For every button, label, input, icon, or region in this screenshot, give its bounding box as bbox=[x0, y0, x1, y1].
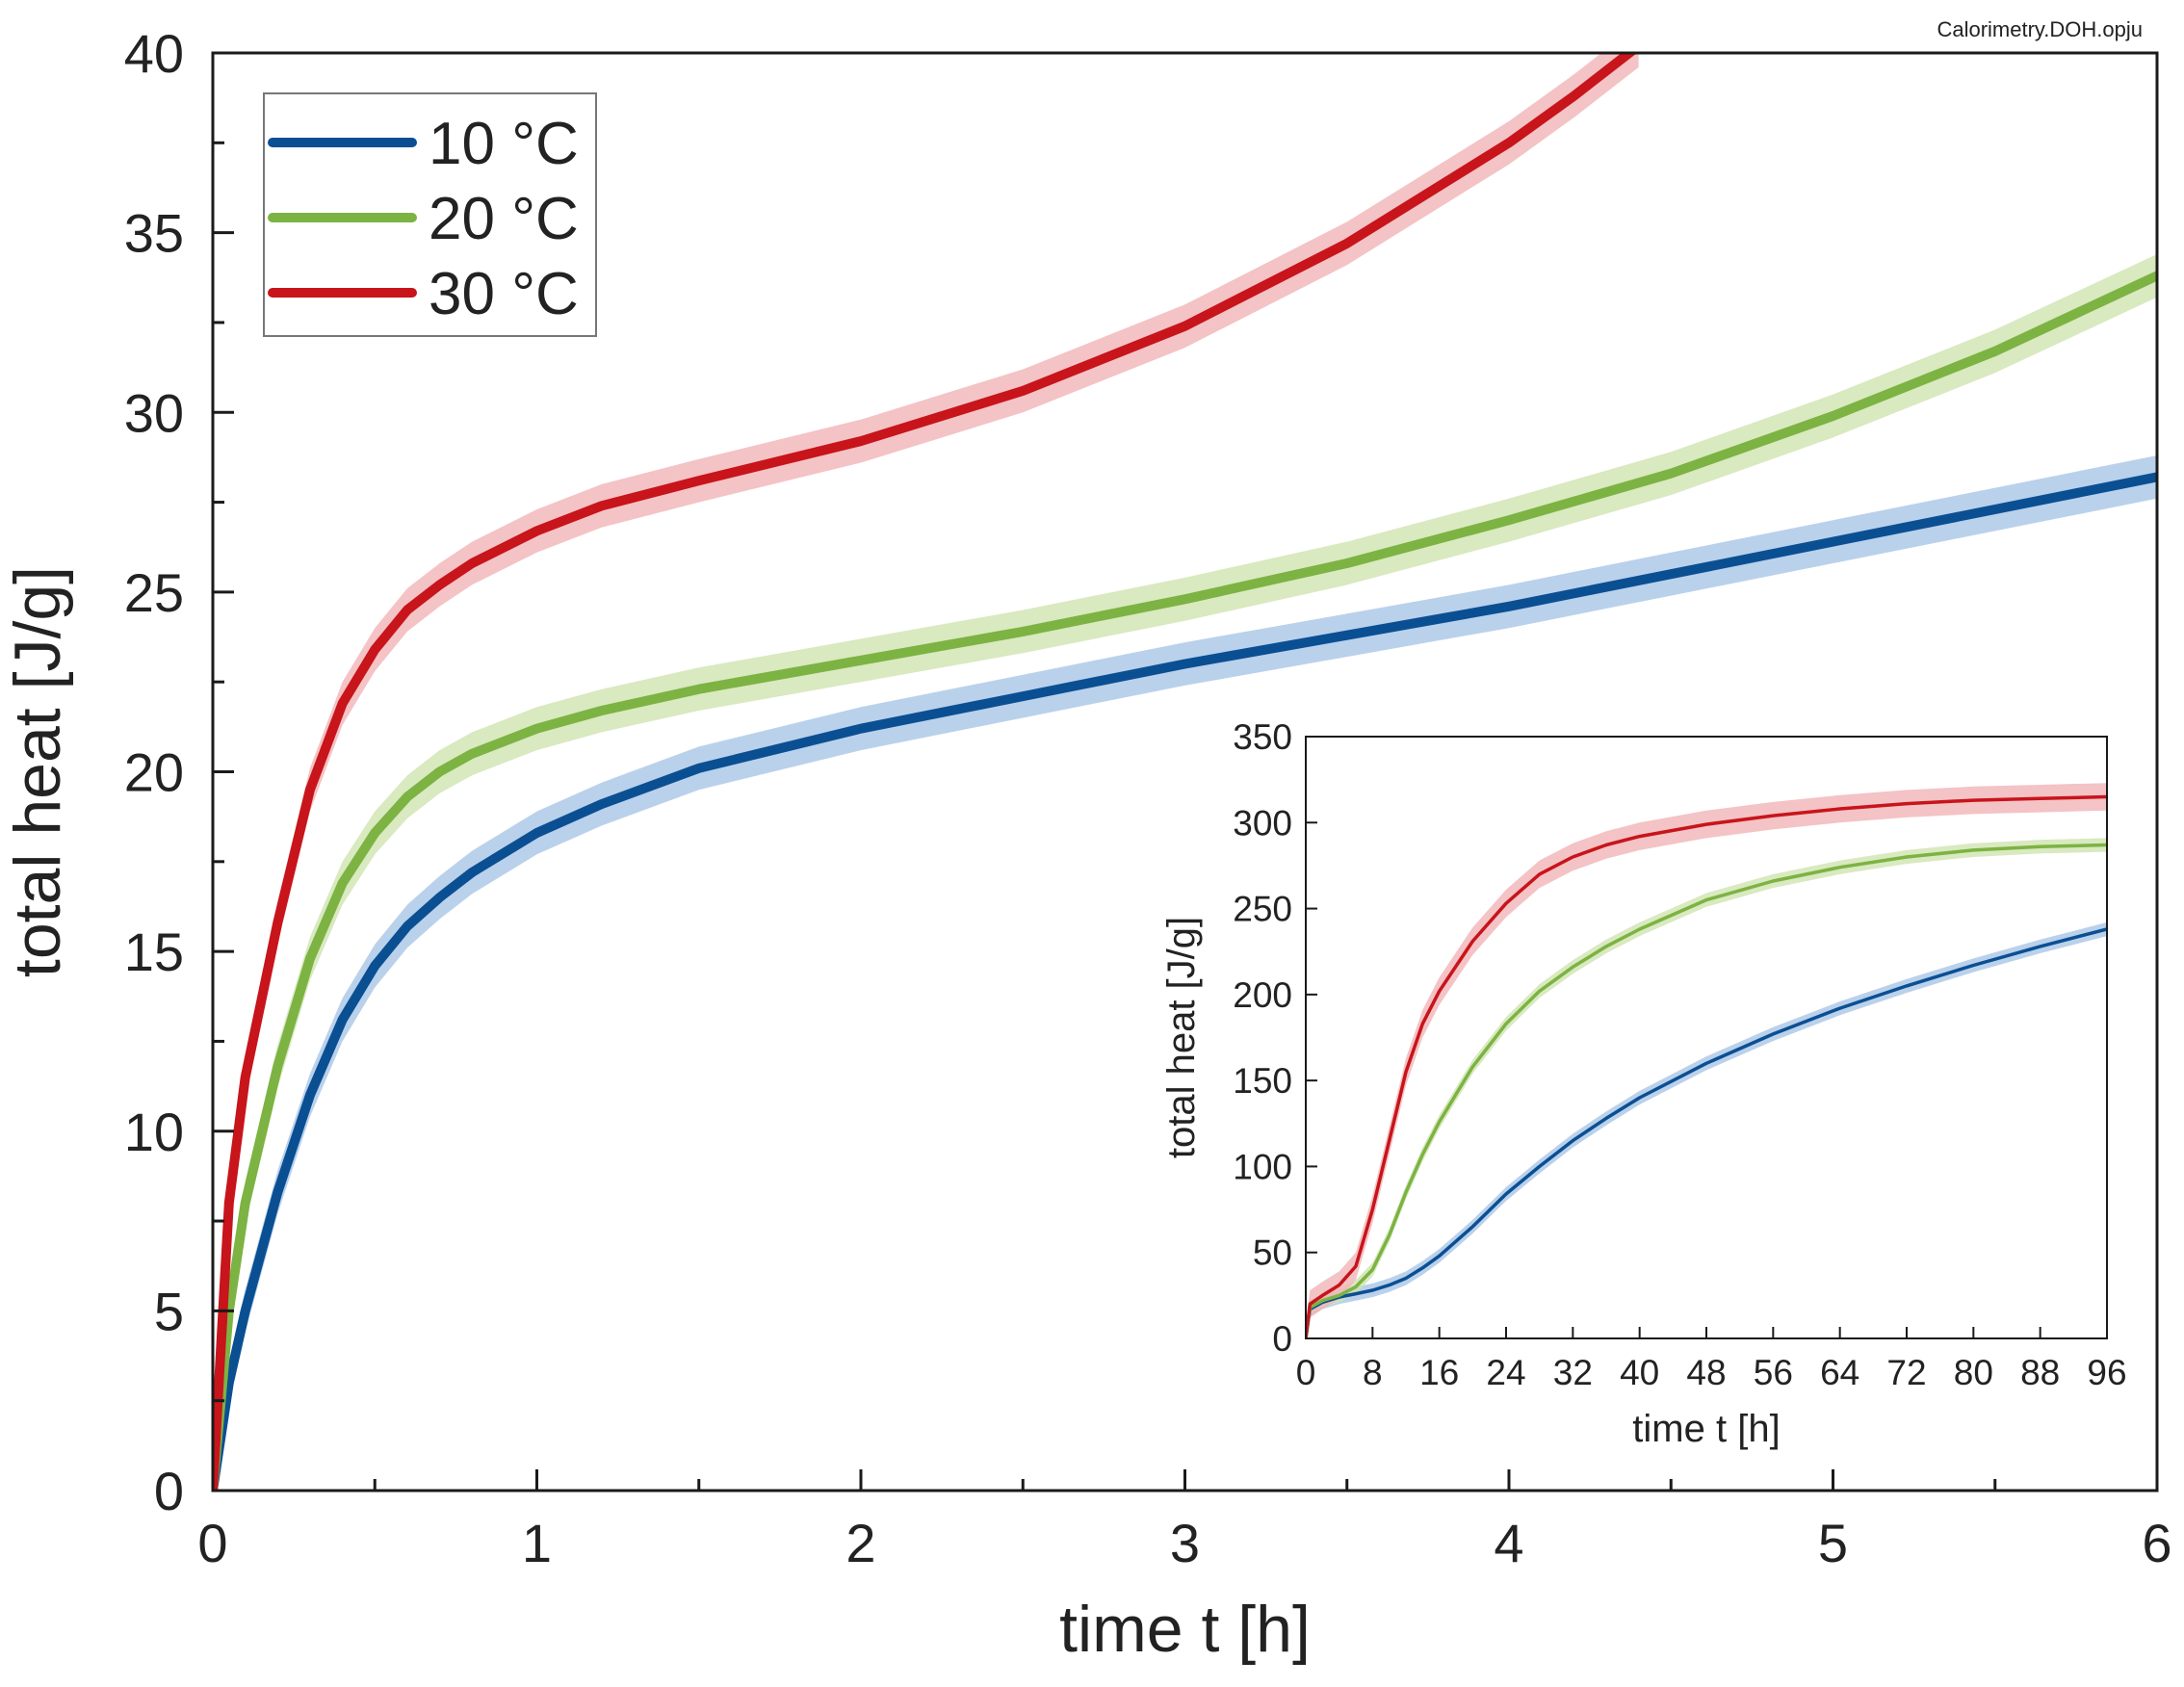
inset-y-tick-label: 0 bbox=[1272, 1319, 1292, 1359]
main-series-line-20c bbox=[213, 271, 2157, 1491]
inset-x-tick-label: 80 bbox=[1954, 1353, 1993, 1392]
main-series-line-30c bbox=[213, 53, 1638, 1491]
main-y-tick-label: 30 bbox=[124, 382, 184, 443]
inset-y-tick-label: 350 bbox=[1233, 717, 1292, 757]
inset-y-axis-title: total heat [J/g] bbox=[1160, 917, 1203, 1158]
inset-series-line-10c bbox=[1306, 927, 2107, 1338]
legend-label-20c: 20 °C bbox=[429, 186, 579, 252]
inset-x-tick-label: 16 bbox=[1419, 1353, 1459, 1392]
inset-x-tick-label: 8 bbox=[1363, 1353, 1383, 1392]
main-y-tick-label: 0 bbox=[154, 1461, 184, 1521]
main-y-tick-label: 20 bbox=[124, 742, 184, 803]
legend-label-30c: 30 °C bbox=[429, 261, 579, 327]
inset-x-tick-label: 88 bbox=[2020, 1353, 2060, 1392]
main-x-tick-label: 1 bbox=[522, 1513, 552, 1573]
inset-x-tick-label: 72 bbox=[1886, 1353, 1926, 1392]
inset-y-tick-label: 250 bbox=[1233, 890, 1292, 929]
inset-plot-area bbox=[1306, 783, 2107, 1338]
inset-x-tick-label: 40 bbox=[1620, 1353, 1659, 1392]
legend-label-10c: 10 °C bbox=[429, 111, 579, 177]
inset-y-tick-label: 150 bbox=[1233, 1061, 1292, 1101]
inset-x-tick-label: 96 bbox=[2087, 1353, 2126, 1392]
source-file-note: Calorimetry.DOH.opju bbox=[1937, 17, 2143, 41]
main-plot-area bbox=[213, 53, 2157, 1491]
main-y-tick-label: 35 bbox=[124, 203, 184, 264]
main-y-tick-label: 40 bbox=[124, 23, 184, 84]
inset-y-tick-label: 200 bbox=[1233, 975, 1292, 1015]
inset-x-tick-label: 56 bbox=[1754, 1353, 1793, 1392]
inset-x-tick-label: 0 bbox=[1296, 1353, 1316, 1392]
inset-y-tick-label: 100 bbox=[1233, 1147, 1292, 1186]
main-series-line-10c bbox=[213, 472, 2157, 1491]
main-x-tick-label: 3 bbox=[1170, 1513, 1200, 1573]
inset-chart: 0 8 16 24 32 40 48 56 64 72 80 88 96 0 50 100 150 200 250 3… bbox=[1146, 713, 2147, 1454]
legend: 10 °C 20 °C 30 °C bbox=[263, 92, 597, 337]
main-x-tick-label: 4 bbox=[1494, 1513, 1523, 1573]
main-y-tick-label: 15 bbox=[124, 921, 184, 982]
inset-y-tick-label: 50 bbox=[1253, 1233, 1292, 1273]
main-x-tick-label: 0 bbox=[197, 1513, 227, 1573]
inset-x-tick-label: 32 bbox=[1553, 1353, 1593, 1392]
inset-x-tick-label: 24 bbox=[1486, 1353, 1525, 1392]
main-band-20c bbox=[213, 254, 2157, 1491]
main-y-axis-title: total heat [J/g] bbox=[1, 566, 74, 977]
inset-series-line-20c bbox=[1306, 843, 2107, 1338]
inset-series-line-30c bbox=[1306, 794, 2107, 1338]
inset-x-axis-title: time t [h] bbox=[1632, 1408, 1780, 1450]
inset-x-tick-label: 64 bbox=[1820, 1353, 1859, 1392]
inset-y-tick-label: 300 bbox=[1233, 803, 1292, 843]
main-x-tick-label: 2 bbox=[845, 1513, 875, 1573]
main-x-tick-label: 5 bbox=[1818, 1513, 1848, 1573]
main-y-tick-label: 10 bbox=[124, 1102, 184, 1162]
main-x-tick-label: 6 bbox=[2142, 1513, 2171, 1573]
main-y-tick-label: 25 bbox=[124, 562, 184, 623]
inset-x-tick-label: 48 bbox=[1686, 1353, 1726, 1392]
main-x-axis-title: time t [h] bbox=[1059, 1593, 1311, 1666]
main-y-tick-label: 5 bbox=[154, 1281, 184, 1341]
